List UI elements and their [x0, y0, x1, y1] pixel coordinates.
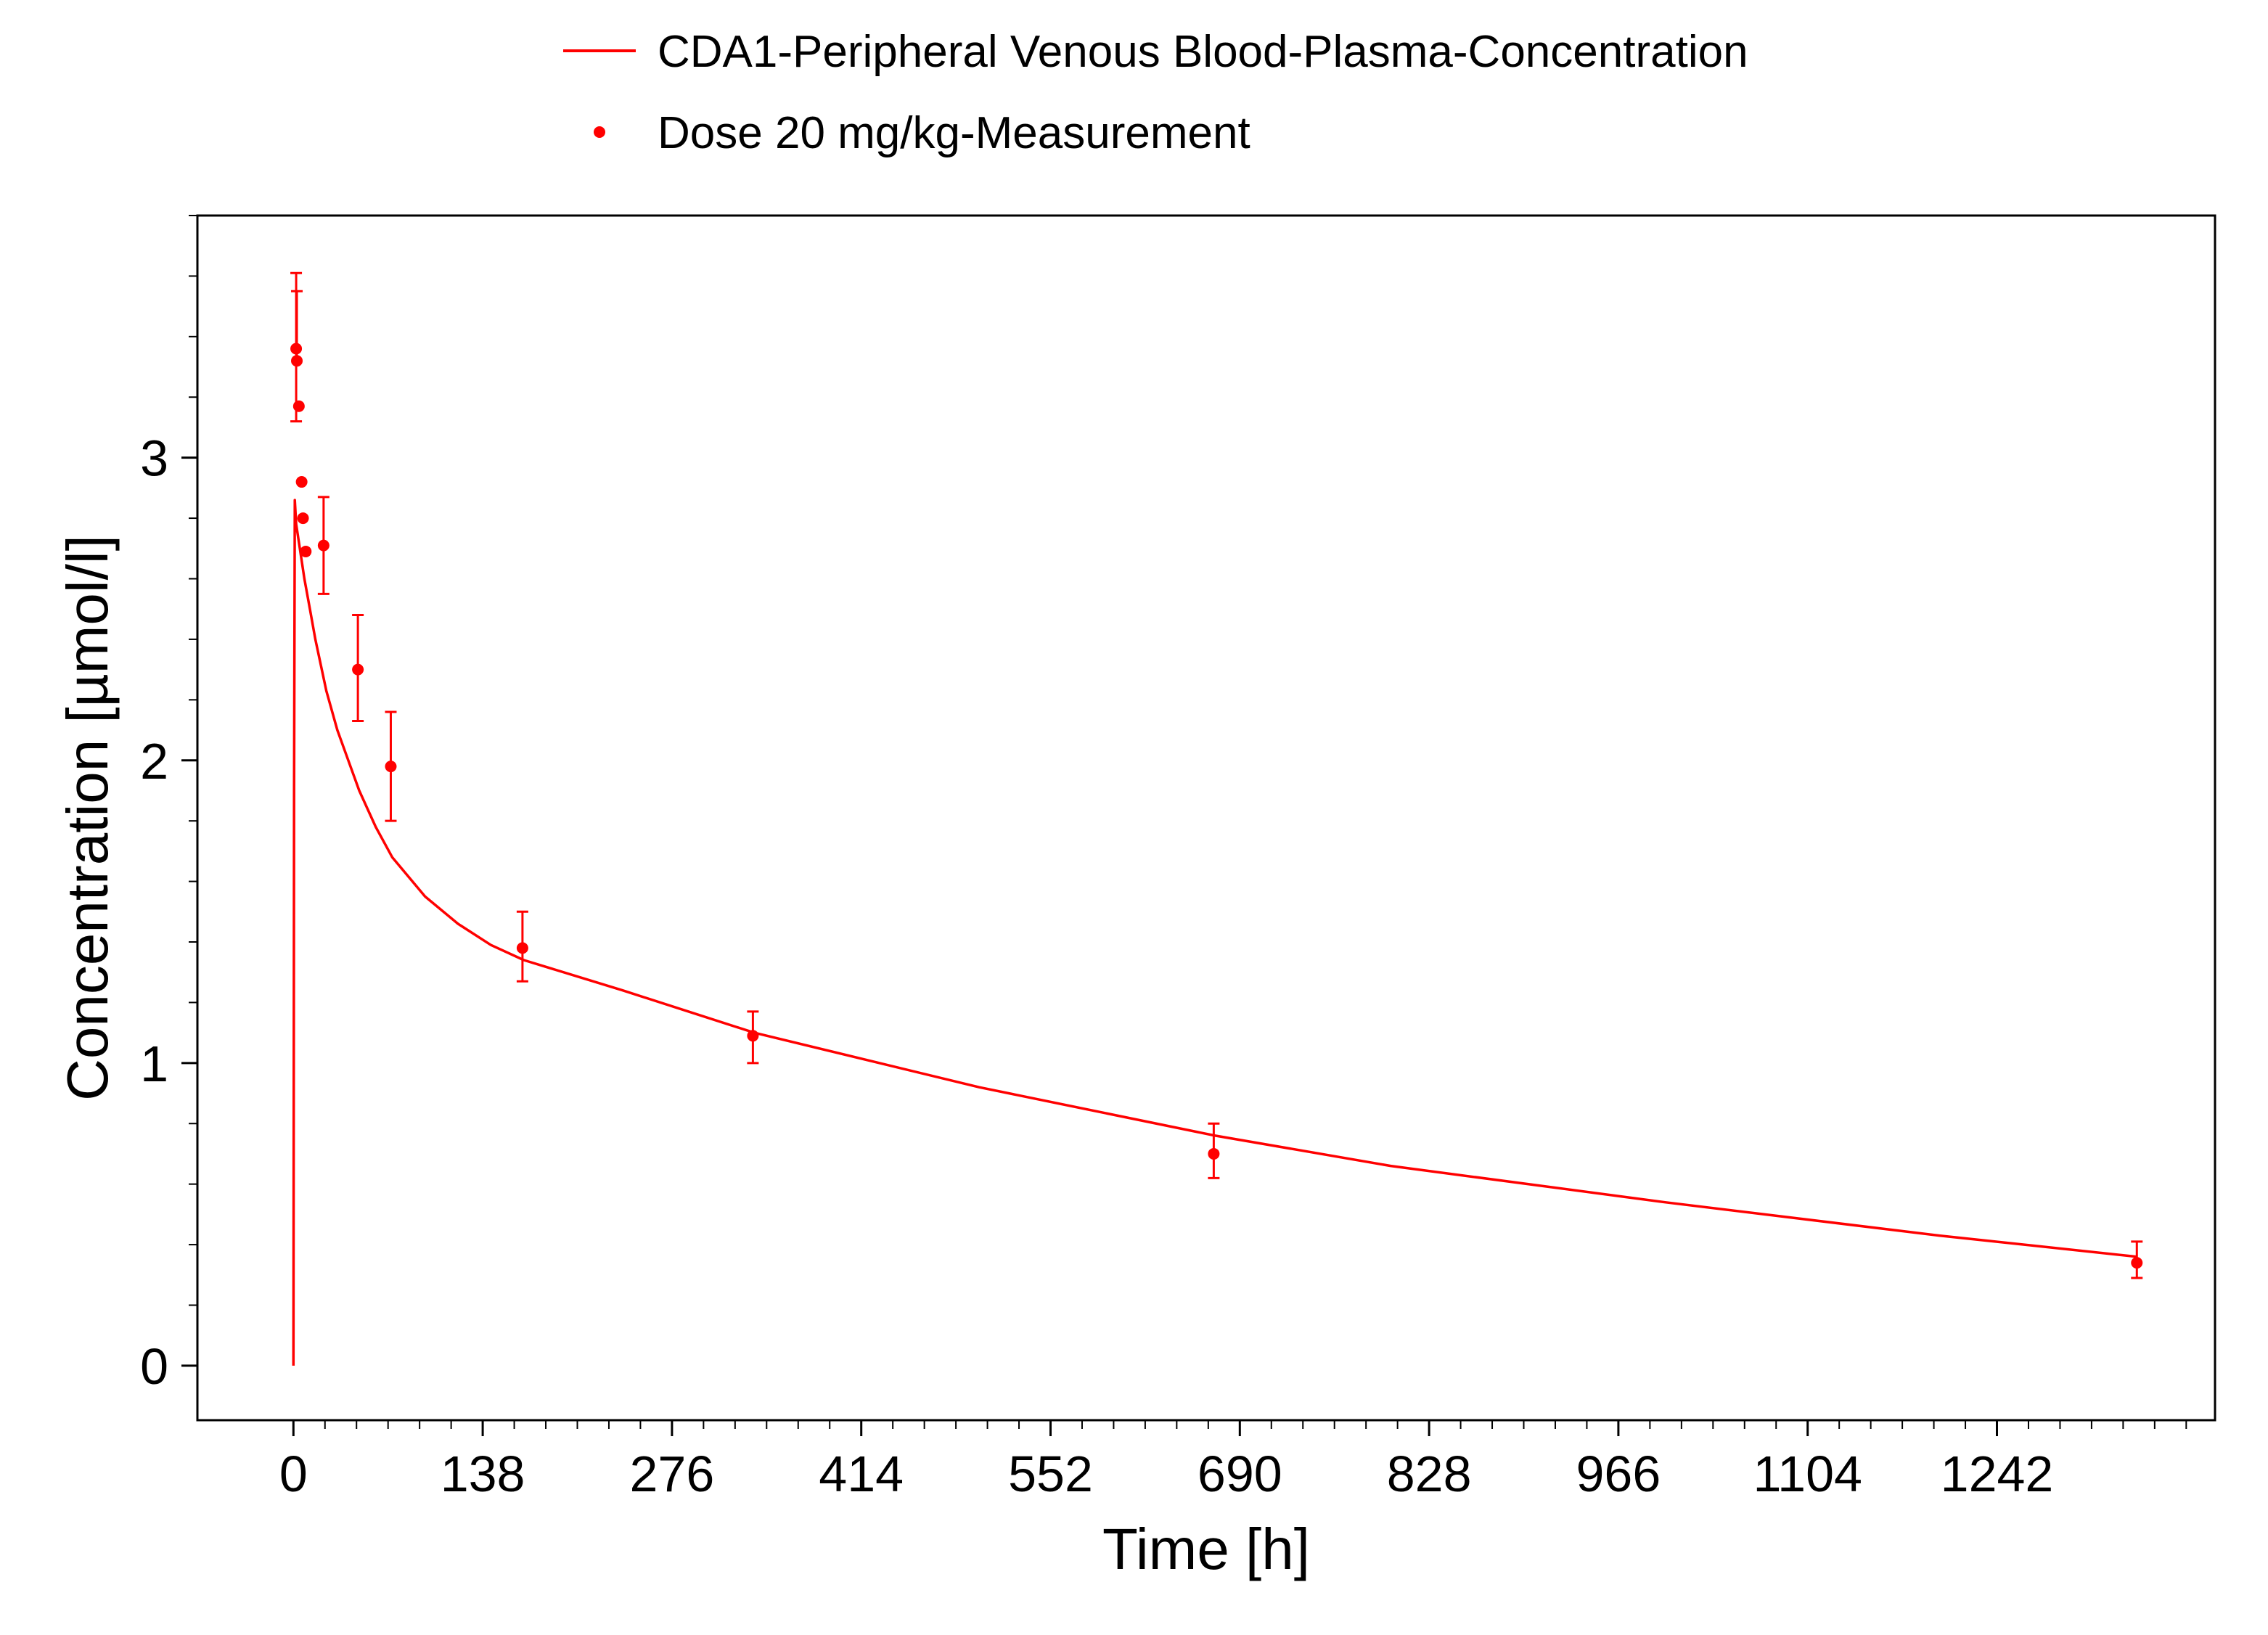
measurement-point: [300, 545, 312, 557]
y-tick-label: 1: [140, 1036, 168, 1092]
measurement-point: [1208, 1147, 1220, 1160]
x-tick-label: 828: [1387, 1446, 1472, 1502]
x-axis-label: Time [h]: [1102, 1517, 1310, 1581]
plot-area: [290, 271, 2143, 1366]
x-tick-label: 414: [819, 1446, 904, 1502]
legend: CDA1-Peripheral Venous Blood-Plasma-Conc…: [563, 27, 1748, 158]
y-tick-label: 3: [140, 430, 168, 487]
legend-label-scatter: Dose 20 mg/kg-Measurement: [658, 108, 1250, 158]
x-tick-label: 690: [1198, 1446, 1282, 1502]
measurement-point: [291, 355, 303, 367]
measurement-point: [352, 663, 364, 676]
measurement-point: [295, 476, 308, 488]
x-tick-label: 552: [1008, 1446, 1093, 1502]
x-tick-label: 966: [1576, 1446, 1661, 1502]
y-tick-label: 2: [140, 733, 168, 790]
measurement-point: [747, 1030, 759, 1042]
measurement-point: [292, 400, 305, 412]
x-tick-label: 1242: [1941, 1446, 2054, 1502]
measurement-point: [2131, 1257, 2143, 1269]
y-axis-label: Concentration [µmol/l]: [55, 535, 120, 1101]
x-tick-label: 276: [629, 1446, 714, 1502]
simulation-line: [292, 499, 2137, 1366]
measurement-point: [317, 539, 329, 552]
legend-label-line: CDA1-Peripheral Venous Blood-Plasma-Conc…: [658, 27, 1748, 77]
x-tick-label: 1104: [1753, 1446, 1862, 1502]
y-axis: 0 1 2 3: [140, 215, 197, 1395]
x-tick-label: 138: [441, 1446, 525, 1502]
measurement-point: [516, 942, 528, 954]
x-tick-label: 0: [279, 1446, 308, 1502]
plot-frame: [196, 214, 2216, 1422]
y-tick-label: 0: [140, 1338, 168, 1395]
measurement-point: [385, 761, 397, 773]
legend-marker-swatch: [594, 126, 605, 138]
x-axis: 0 138 276 414 552 690 828 966 1104 1242: [279, 1420, 2187, 1502]
measurement-point: [297, 512, 309, 525]
